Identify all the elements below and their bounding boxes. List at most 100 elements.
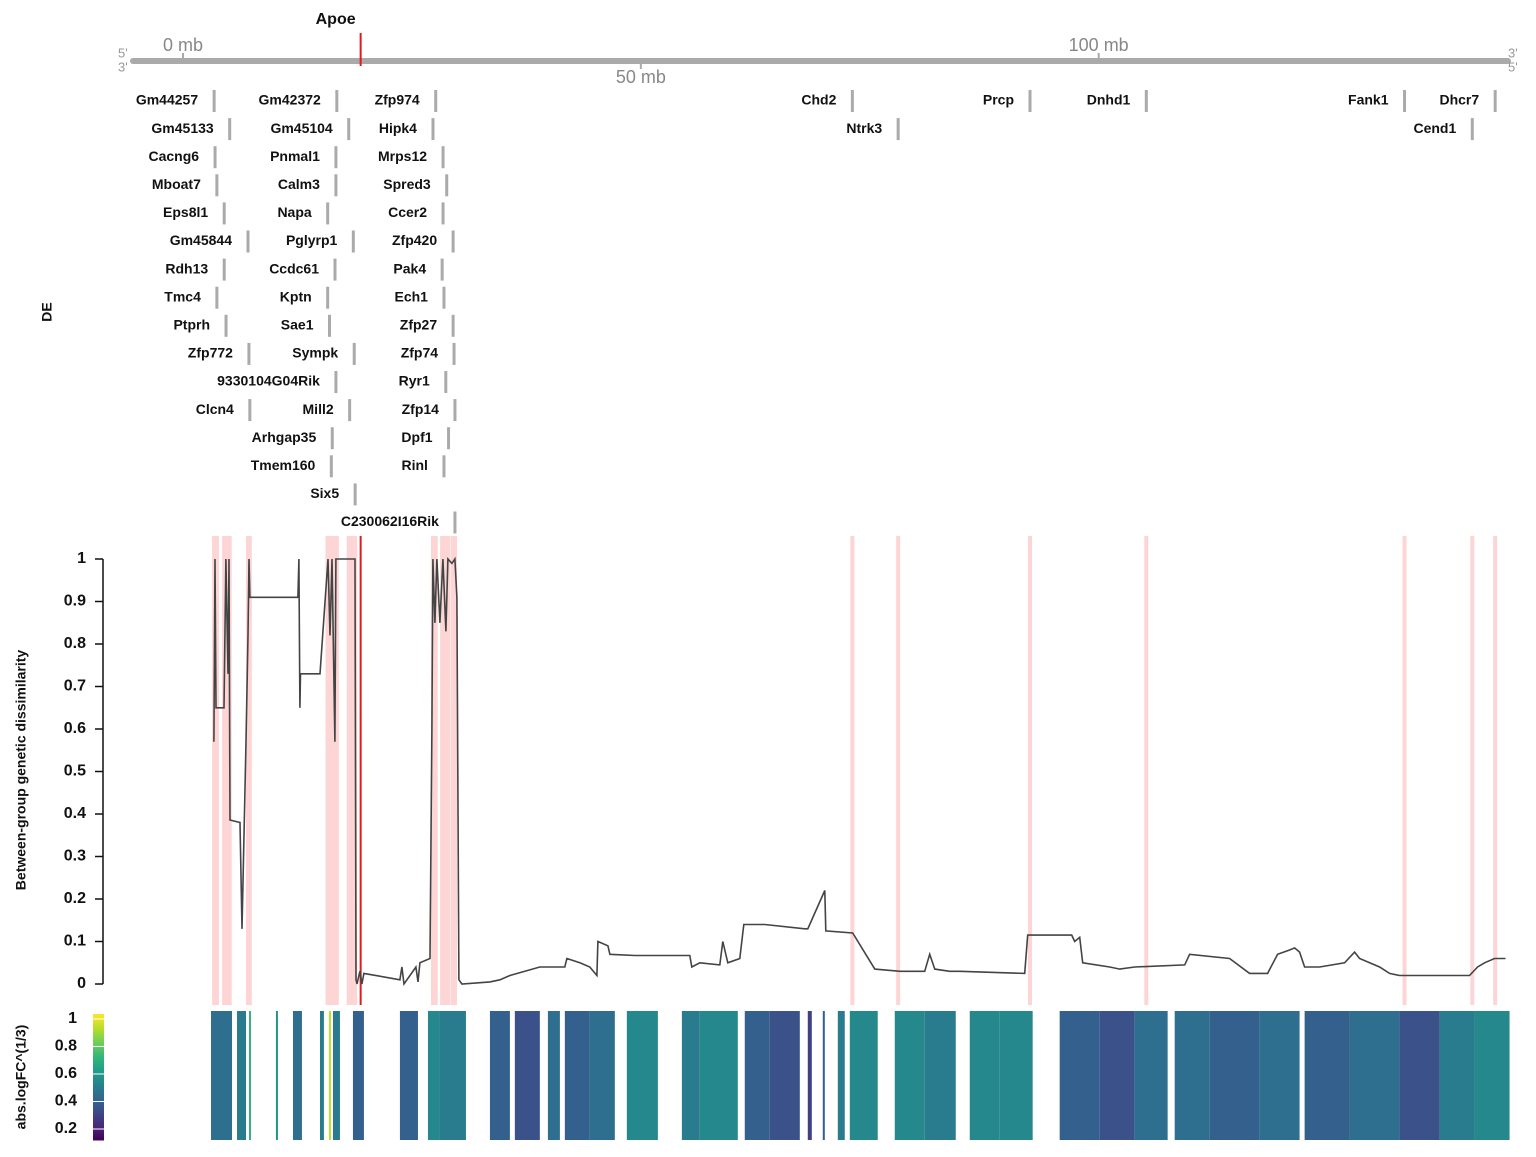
gene-marker [246, 230, 250, 253]
colorbar-step [93, 1136, 104, 1139]
logfc-block [1099, 1011, 1135, 1140]
colorbar-step [93, 1025, 104, 1029]
colorbar-step [93, 1059, 104, 1062]
gene-marker [445, 174, 449, 197]
logfc-block [822, 1011, 825, 1140]
colorbar-step [93, 1023, 104, 1027]
gene-label: Napa [277, 204, 311, 220]
logfc-block [352, 1011, 364, 1140]
colorbar-tick-label: 0.8 [55, 1038, 77, 1055]
logfc-block [699, 1011, 738, 1140]
gene-label: Kptn [280, 288, 312, 304]
gene-marker [1493, 90, 1497, 112]
gene-band [1028, 536, 1033, 1005]
logfc-block [292, 1011, 302, 1140]
gene-marker [329, 455, 333, 478]
y-tick-label: 0.7 [64, 678, 86, 695]
logfc-block [211, 1011, 232, 1140]
colorbar-step [93, 1078, 104, 1082]
colorbar-step [93, 1029, 104, 1033]
colorbar-step [93, 1102, 104, 1106]
logfc-block [589, 1011, 615, 1140]
logfc-block [894, 1011, 925, 1140]
gene-marker [212, 90, 216, 112]
gene-label: Prcp [983, 92, 1014, 108]
gene-marker [326, 202, 330, 225]
logfc-block [744, 1011, 770, 1140]
colorbar-step [93, 1063, 104, 1066]
gene-marker [334, 146, 338, 169]
gene-label: Six5 [310, 485, 339, 501]
logfc-block [1059, 1011, 1100, 1140]
logfc-block [427, 1011, 440, 1140]
gene-label: Hipk4 [379, 120, 417, 136]
gene-label: Cend1 [1413, 120, 1456, 136]
colorbar-tick-label: 0.2 [55, 1120, 77, 1137]
colorbar-step [93, 1061, 104, 1064]
gene-label: Chd2 [801, 92, 836, 108]
colorbar-step [93, 1043, 104, 1046]
gene-label: Fank1 [1348, 92, 1389, 108]
colorbar-title: abs.logFC^(1/3) [13, 1025, 29, 1130]
gene-band [430, 536, 435, 1005]
gene-label: Pak4 [393, 260, 426, 276]
colorbar-step [93, 1075, 104, 1078]
gene-band [1144, 536, 1149, 1005]
gene-label: Zfp74 [401, 345, 439, 361]
logfc-block [769, 1011, 800, 1140]
gene-band [333, 536, 338, 1005]
gene-track-label: DE [39, 302, 55, 321]
colorbar-step [93, 1019, 104, 1023]
gene-marker [442, 286, 446, 309]
colorbar-step [93, 1138, 104, 1141]
logfc-block [514, 1011, 540, 1140]
colorbar-step [93, 1047, 104, 1050]
y-tick-label: 0.9 [64, 593, 86, 610]
logfc-block [1259, 1011, 1300, 1140]
colorbar-step [93, 1053, 104, 1056]
colorbar-step [93, 1049, 104, 1052]
gene-marker [1028, 90, 1032, 112]
logfc-block [969, 1011, 1000, 1140]
gene-marker [452, 342, 456, 365]
gene-label: Eps8l1 [163, 204, 208, 220]
logfc-block [399, 1011, 418, 1140]
colorbar-step [93, 1130, 104, 1133]
gene-band [1493, 536, 1498, 1005]
logfc-block [439, 1011, 466, 1140]
gene-marker [1144, 90, 1148, 112]
gene-band [441, 536, 446, 1005]
gene-label: Gm45133 [151, 120, 213, 136]
logfc-block [1349, 1011, 1400, 1140]
gene-marker [447, 427, 451, 450]
gene-band [433, 536, 438, 1005]
gene-marker [451, 230, 455, 253]
colorbar-step [93, 1116, 104, 1119]
gene-label: Ech1 [394, 288, 428, 304]
colorbar-step [93, 1055, 104, 1058]
gene-marker [1403, 90, 1407, 112]
colorbar-step [93, 1027, 104, 1031]
gene-label: Mboat7 [152, 176, 201, 192]
y-tick-label: 1 [77, 550, 86, 567]
colorbar-step [93, 1094, 104, 1098]
gene-marker [334, 174, 338, 197]
gene-label: Dpf1 [401, 429, 432, 445]
gene-label: Ryr1 [399, 373, 430, 389]
logfc-block [1134, 1011, 1168, 1140]
gene-label: Gm44257 [136, 92, 198, 108]
gene-marker [453, 399, 457, 422]
colorbar-step [93, 1118, 104, 1121]
gene-marker [351, 230, 355, 253]
gene-band [1402, 536, 1407, 1005]
gene-marker [434, 90, 438, 112]
colorbar-step [93, 1037, 104, 1041]
y-tick-label: 0.6 [64, 720, 86, 737]
logfc-block [1209, 1011, 1260, 1140]
gene-label: Mrps12 [378, 148, 427, 164]
gene-marker [896, 118, 900, 141]
colorbar-step [93, 1051, 104, 1054]
gene-marker [431, 118, 435, 141]
gene-marker [451, 314, 455, 337]
colorbar-step [93, 1080, 104, 1084]
